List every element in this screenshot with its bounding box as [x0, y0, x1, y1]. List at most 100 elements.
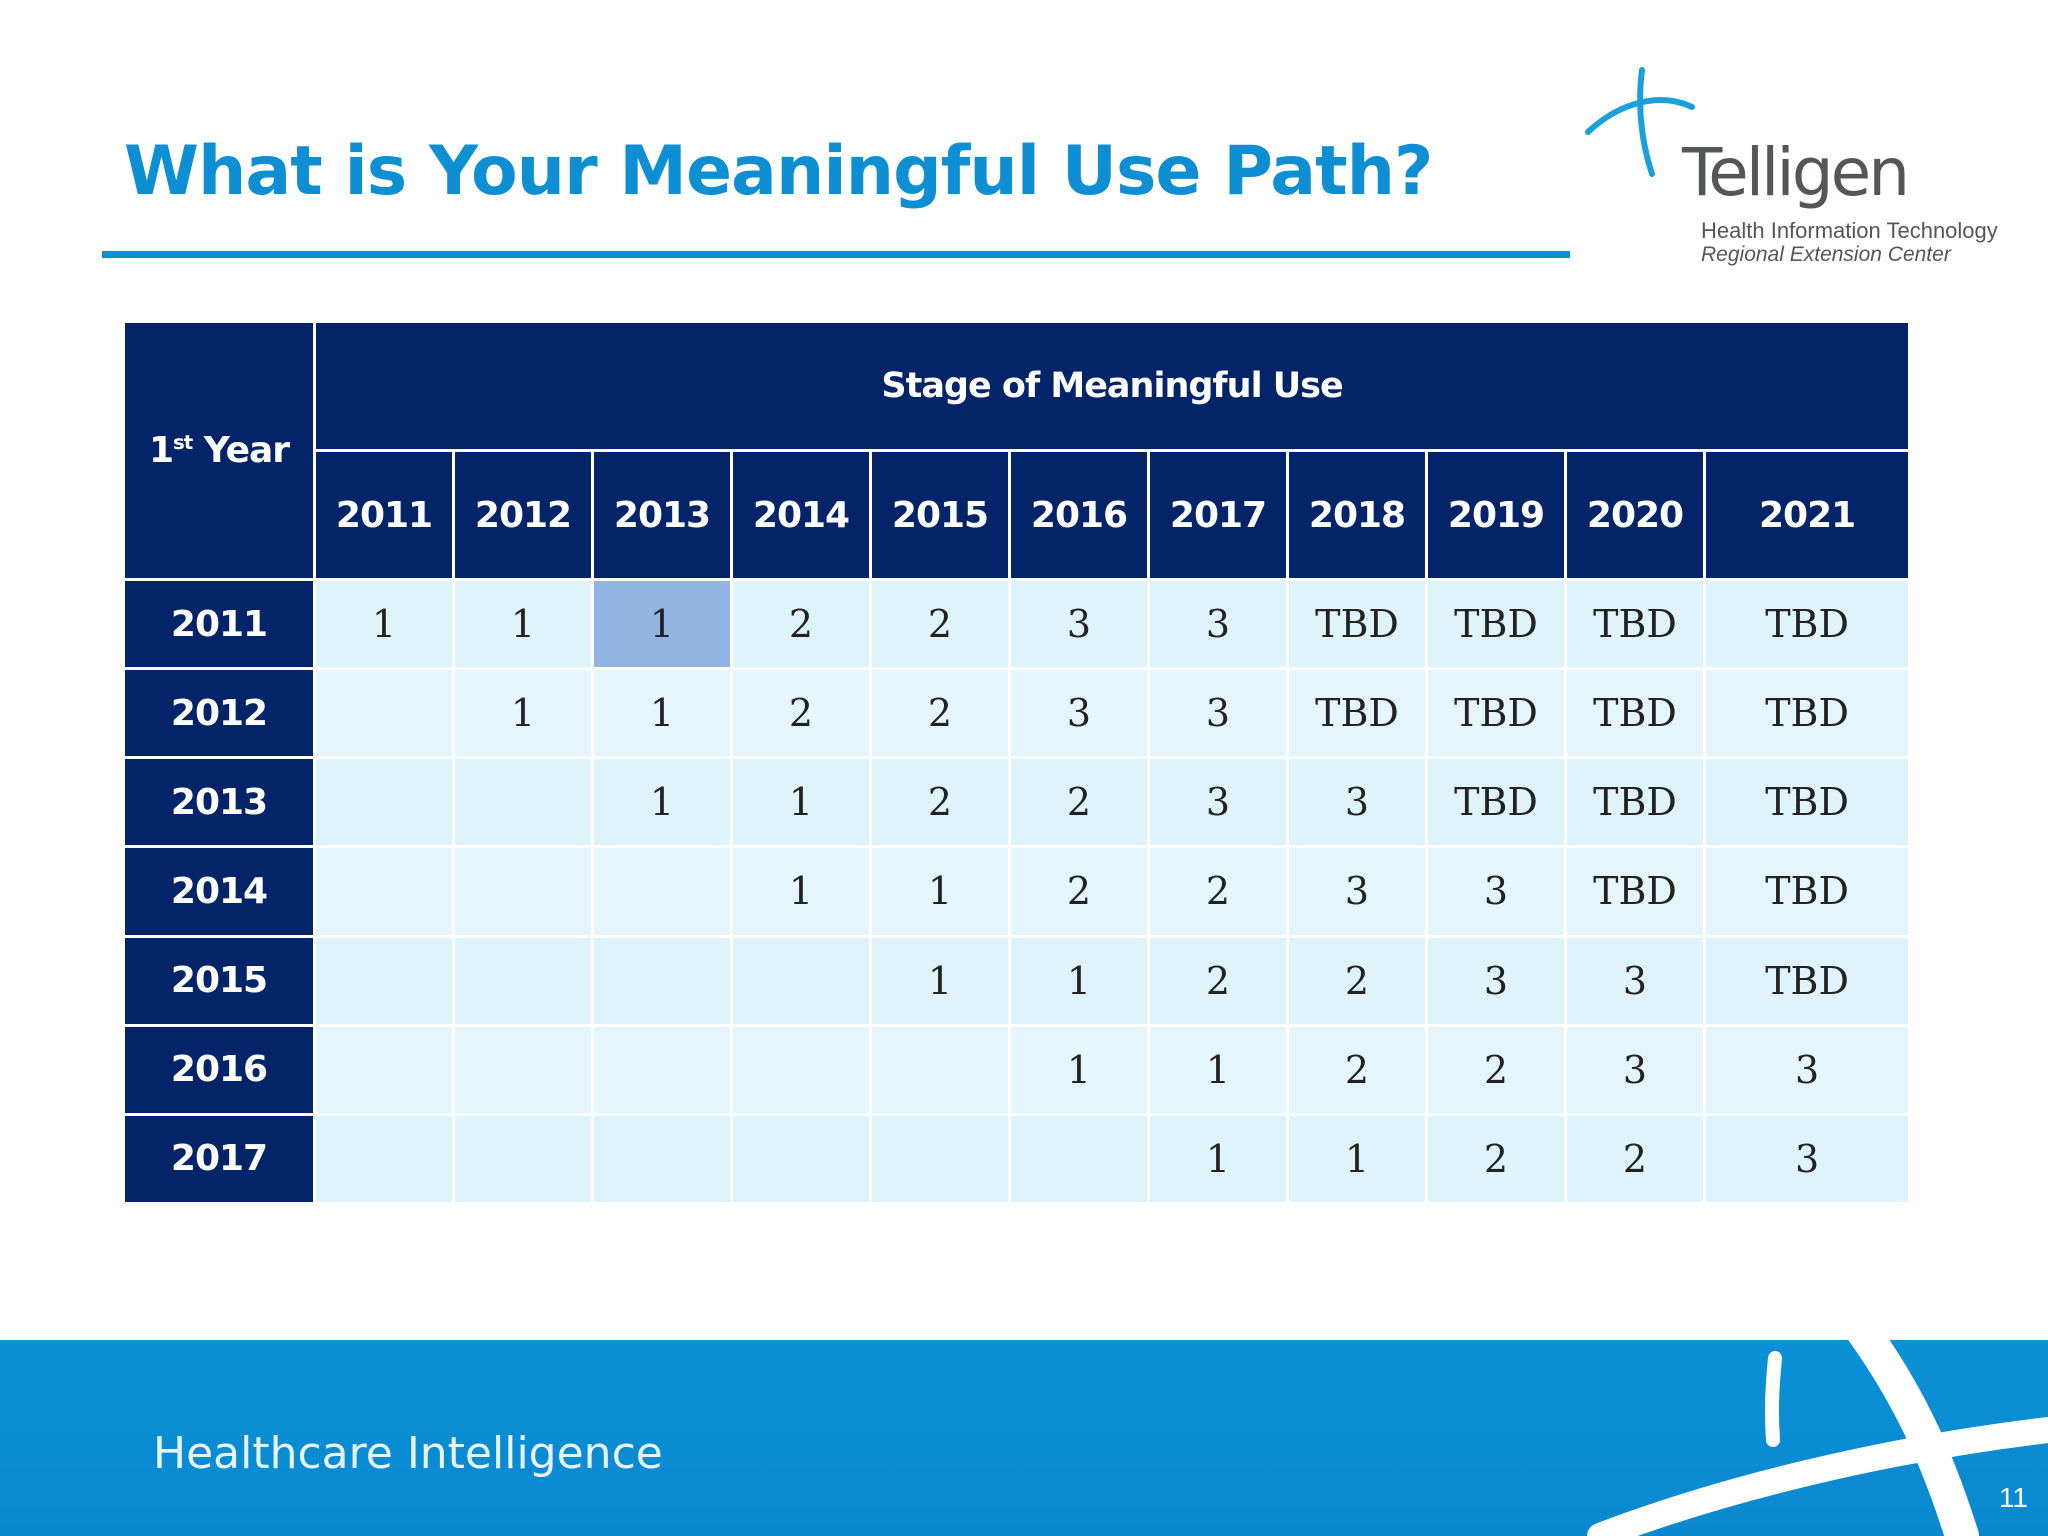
stage-cell: 2: [869, 577, 1011, 671]
stage-cell: TBD: [1702, 934, 1912, 1027]
stage-cell: [591, 845, 733, 938]
page-number: 11: [1998, 1482, 2028, 1513]
stage-cell: TBD: [1702, 756, 1912, 849]
stage-cell: [869, 1023, 1011, 1116]
stage-cell: [313, 934, 455, 1027]
table-row: 2014 1 1 2 2 3 3 TBD TBD: [122, 845, 1912, 938]
stage-cell: TBD: [1286, 577, 1428, 671]
stage-cell: 1: [452, 577, 594, 671]
stage-cell: TBD: [1425, 577, 1567, 671]
year-header-2015: 2015: [869, 449, 1011, 581]
stage-cell: TBD: [1564, 756, 1706, 849]
stage-cell: 1: [591, 756, 733, 849]
stage-cell: 2: [1564, 1112, 1706, 1206]
stage-cell: 1: [1008, 934, 1150, 1027]
logo-name: Telligen: [1682, 134, 1910, 211]
stage-cell: 3: [1702, 1023, 1912, 1116]
year-header-row: 2011 2012 2013 2014 2015 2016 2017 2018 2019 2020…: [124, 449, 1912, 581]
stage-cell: 1: [730, 845, 872, 938]
stage-cell: 2: [1008, 756, 1150, 849]
stage-cell: 2: [1286, 1023, 1428, 1116]
stage-cell: 3: [1147, 756, 1289, 849]
stage-cell: 2: [730, 577, 872, 671]
stage-cell: 1: [452, 667, 594, 760]
row-header-2014: 2014: [122, 845, 316, 938]
stage-cell: 3: [1564, 1023, 1706, 1116]
stage-cell: 2: [869, 756, 1011, 849]
stage-cell: TBD: [1702, 845, 1912, 938]
slide-title: What is Your Meaningful Use Path?: [124, 132, 1433, 211]
stage-cell: [313, 667, 455, 760]
stage-cell: 2: [869, 667, 1011, 760]
table-body: 2011 1 1 1 2 2 3 3 TBD TBD TBD TBD 2012 1 1 2 2 3 3 TBD TBD T…: [122, 577, 1912, 1206]
year-header-2013: 2013: [591, 449, 733, 581]
stage-cell: 1: [730, 756, 872, 849]
stage-cell: [313, 845, 455, 938]
logo-tagline-primary: Health Information Technology: [1701, 218, 1998, 243]
row-header-2015: 2015: [122, 934, 316, 1027]
stage-cell: [1008, 1112, 1150, 1206]
stage-cell: 1: [1286, 1112, 1428, 1206]
stage-cell: 1: [591, 577, 733, 671]
stage-cell: TBD: [1564, 577, 1706, 671]
stage-cell: 1: [313, 577, 455, 671]
stage-cell: 3: [1425, 845, 1567, 938]
stage-header: Stage of Meaningful Use: [312, 320, 1912, 452]
stage-cell: TBD: [1564, 667, 1706, 760]
stage-cell: 3: [1286, 845, 1428, 938]
table-row: 2012 1 1 2 2 3 3 TBD TBD TBD TBD: [122, 667, 1912, 760]
stage-cell: 3: [1147, 577, 1289, 671]
stage-cell: 3: [1008, 577, 1150, 671]
title-underline: [102, 251, 1570, 258]
year-header-2021: 2021: [1702, 449, 1912, 581]
stage-cell: TBD: [1425, 756, 1567, 849]
stage-cell: 3: [1286, 756, 1428, 849]
stage-cell: TBD: [1702, 577, 1912, 671]
stage-cell: 2: [1425, 1112, 1567, 1206]
stage-cell: 2: [1147, 845, 1289, 938]
stage-cell: TBD: [1286, 667, 1428, 760]
stage-cell: 3: [1564, 934, 1706, 1027]
stage-cell: 3: [1008, 667, 1150, 760]
stage-cell: [313, 1023, 455, 1116]
year-header-2019: 2019: [1425, 449, 1567, 581]
table-row: 2016 1 1 2 2 3 3: [122, 1023, 1912, 1116]
table-row: 2013 1 1 2 2 3 3 TBD TBD TBD: [122, 756, 1912, 849]
stage-cell: 2: [1425, 1023, 1567, 1116]
stage-cell: 1: [1147, 1112, 1289, 1206]
table-row: 2017 1 1 2 2 3: [122, 1112, 1912, 1206]
year-header-2014: 2014: [730, 449, 872, 581]
stage-cell: [730, 934, 872, 1027]
stage-cell: [313, 1112, 455, 1206]
stage-cell: TBD: [1564, 845, 1706, 938]
row-header-2016: 2016: [122, 1023, 316, 1116]
stage-cell: 3: [1702, 1112, 1912, 1206]
row-header-2011: 2011: [122, 577, 316, 671]
stage-cell: [452, 1023, 594, 1116]
stage-cell: 1: [1147, 1023, 1289, 1116]
row-header-2017: 2017: [122, 1112, 316, 1206]
stage-cell: 3: [1425, 934, 1567, 1027]
year-header-2016: 2016: [1008, 449, 1150, 581]
stage-cell: [730, 1023, 872, 1116]
stage-cell: 2: [730, 667, 872, 760]
year-header-2017: 2017: [1147, 449, 1289, 581]
stage-cell: [869, 1112, 1011, 1206]
stage-cell: [591, 1023, 733, 1116]
stage-cell: 1: [869, 845, 1011, 938]
stage-cell: 2: [1008, 845, 1150, 938]
footer-band: Healthcare Intelligence 11: [0, 1340, 2048, 1536]
table-row: 2011 1 1 1 2 2 3 3 TBD TBD TBD TBD: [122, 577, 1912, 671]
row-header-2012: 2012: [122, 667, 316, 760]
row-header-2013: 2013: [122, 756, 316, 849]
stage-cell: TBD: [1702, 667, 1912, 760]
stage-cell: [452, 934, 594, 1027]
year-header-2011: 2011: [313, 449, 455, 581]
stage-cell: [452, 1112, 594, 1206]
year-header-2018: 2018: [1286, 449, 1428, 581]
stage-cell: 1: [869, 934, 1011, 1027]
telligen-logo: Telligen Health Information Technology R…: [1580, 62, 2020, 282]
stage-cell: 3: [1147, 667, 1289, 760]
telligen-swoosh-icon: [1585, 67, 1695, 177]
stage-cell: 1: [591, 667, 733, 760]
